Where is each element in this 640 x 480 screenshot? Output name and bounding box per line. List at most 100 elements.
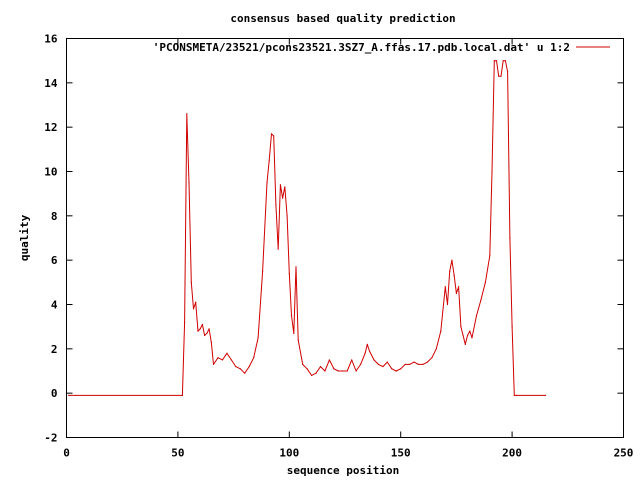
data-point [417,363,420,365]
data-point [351,359,353,361]
data-point [297,339,299,341]
y-tick-label: -2 [44,432,57,445]
data-point [455,292,457,295]
y-tick-label: 14 [44,77,58,90]
data-point [310,374,313,377]
data-point [386,361,388,363]
x-tick-label: 200 [502,447,522,460]
y-tick-label: 6 [51,254,58,267]
x-tick-label: 0 [63,447,70,460]
data-point [302,363,304,365]
x-tick-label: 250 [614,447,634,460]
data-point [328,359,331,361]
data-point [507,71,509,73]
data-point [460,326,462,328]
data-point [409,363,411,365]
data-point [500,75,502,77]
data-point [515,394,518,396]
y-tick-label: 10 [44,166,57,179]
data-point [498,75,500,77]
data-point [284,186,286,188]
data-point [192,308,195,310]
data-point [68,394,70,396]
data-point [239,368,241,370]
y-tick-label: 16 [44,33,58,46]
data-point [188,181,190,184]
data-point [282,197,284,199]
data-point [286,215,288,217]
data-point [293,332,295,334]
data-point [440,330,442,332]
data-point [493,60,495,62]
data-point [451,259,453,261]
data-point [377,363,380,365]
data-point [366,343,368,345]
data-point [201,323,204,326]
data-point [208,328,210,330]
data-point [355,370,357,372]
data-point [197,330,199,332]
data-point [469,330,471,332]
y-tick-label: 8 [51,210,58,223]
data-point [544,394,547,396]
data-point [221,359,224,361]
data-point [295,266,297,268]
data-point [306,368,308,370]
data-point [458,286,460,288]
data-point [504,60,507,62]
data-point [449,270,451,272]
data-point [422,363,424,365]
y-tick-label: 2 [51,343,58,356]
data-point [471,337,473,339]
data-point [513,394,515,396]
y-tick-label: 4 [51,299,58,312]
data-point [509,237,511,239]
x-axis: 0 50 100 150 200 250 [63,38,634,460]
data-point [453,275,455,277]
data-point [277,248,279,250]
y-tick-label: 12 [44,121,57,134]
data-point [413,361,415,363]
data-point [290,314,293,317]
data-point [435,348,437,350]
x-axis-label: sequence position [287,464,400,477]
data-point [364,352,366,354]
data-point [266,181,268,184]
data-point [495,60,498,62]
data-point [212,363,215,365]
legend-entry-label: 'PCONSMETA/23521/pcons23521.3SZ7_A.ffas.… [153,41,570,54]
data-point [395,370,397,372]
data-point [431,357,433,359]
data-point [475,314,478,317]
data-point [368,350,371,352]
data-point [261,270,264,272]
data-point [186,113,188,115]
plot-frame [66,38,624,438]
data-point [404,363,406,365]
data-point [346,370,348,372]
data-point [480,299,482,301]
data-point [511,326,513,328]
data-point [206,332,208,334]
data-point [484,281,486,283]
data-point [333,368,335,370]
data-point [466,334,469,337]
data-point [217,357,219,359]
data-point [190,281,192,283]
data-point [491,170,493,173]
data-point [257,337,259,339]
data-point [226,352,228,354]
series-line [68,60,546,396]
data-point [391,368,393,370]
y-tick-label: 0 [51,387,58,400]
y-axis: -2 0 2 4 6 8 10 12 14 16 [44,33,624,445]
data-point [244,372,246,374]
data-point [195,301,197,303]
data-point [373,359,375,361]
data-point [268,159,270,162]
legend: 'PCONSMETA/23521/pcons23521.3SZ7_A.ffas.… [153,41,610,54]
data-point [382,365,384,368]
data-point [359,363,362,365]
data-point [342,370,344,372]
data-point [273,135,275,137]
